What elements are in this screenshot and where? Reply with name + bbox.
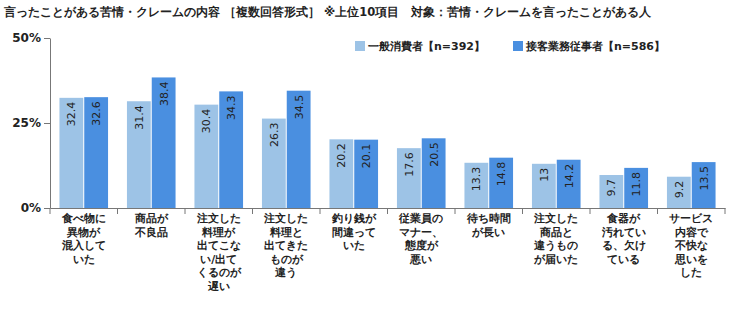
title: 言ったことがある苦情・クレームの内容 ［複数回答形式］ ※上位10項目 対象：苦… (3, 5, 652, 19)
x-tick-label: 食べ物に異物が混入していた (61, 212, 106, 266)
x-axis: 食べ物に異物が混入していた 商品が不良品注文した料理が出てこない/出てくるのが遅い… (51, 209, 726, 293)
data-label: 14.2 (563, 164, 576, 189)
legend: 一般消費者【n=392】 接客業務従事者【n=586】 (355, 40, 665, 53)
legend-label: 一般消費者【n=392】 (368, 40, 485, 53)
separator (522, 208, 523, 214)
x-tick-label: 待ち時間が長い (466, 212, 511, 239)
data-label: 26.3 (268, 123, 281, 148)
x-tick: 注文した料理が出てこない/出てくるのが遅い (196, 212, 242, 293)
data-label: 13.5 (698, 166, 711, 191)
x-tick: 商品が不良品 (134, 212, 169, 239)
y-axis-line (50, 39, 51, 209)
x-tick-label: 釣り銭が間違っていた (331, 212, 377, 252)
legend-label: 接客業務従事者【n=586】 (525, 40, 665, 53)
bar (557, 160, 581, 208)
plot: 32.4 31.4 30.4 26.3 20.2 17.6 13.3 13 9.7 9.2 32.6… (12, 31, 725, 292)
x-tick-label: 商品が不良品 (134, 212, 169, 239)
bar (127, 101, 151, 208)
y-tick-mark (44, 38, 50, 39)
y-tick: 25% (12, 116, 50, 130)
data-label: 34.3 (225, 95, 238, 120)
x-tick-label: 従業員のマナー、態度が悪い (398, 212, 443, 266)
data-label: 32.4 (65, 102, 78, 127)
bar (262, 119, 286, 208)
bar (692, 162, 716, 208)
bar (59, 98, 83, 208)
x-tick-label: 食器が汚れている、欠けている (601, 212, 646, 266)
x-tick: 待ち時間が長い (466, 212, 511, 239)
data-label: 13 (538, 168, 551, 182)
chart: 言ったことがある苦情・クレームの内容 ［複数回答形式］ ※上位10項目 対象：苦… (0, 0, 733, 331)
data-label: 20.1 (360, 144, 373, 169)
legend-item: 一般消費者【n=392】 (355, 40, 485, 53)
separator (117, 208, 118, 214)
legend-swatch (513, 41, 523, 51)
x-tick: 注文した商品と違うものが届いた (533, 212, 578, 266)
y-axis: 0% 25% 50% (12, 31, 50, 215)
x-tick-label: 注文した料理が出てこない/出てくるのが遅い (196, 212, 242, 293)
bar (422, 138, 446, 208)
category-separators (50, 208, 725, 214)
bar (152, 77, 176, 208)
bar (219, 91, 243, 208)
y-tick-label: 0% (21, 201, 41, 215)
bar (624, 168, 648, 208)
separator (590, 208, 591, 214)
bar (194, 105, 218, 208)
y-tick-label: 25% (12, 116, 41, 130)
bar (354, 140, 378, 208)
separator (455, 208, 456, 214)
data-label: 17.6 (403, 152, 416, 177)
data-label: 30.4 (200, 109, 213, 134)
x-tick-label: サービス内容で不快な思いをした (669, 212, 713, 279)
x-tick: 食べ物に異物が混入していた (61, 212, 106, 266)
data-label: 34.5 (293, 95, 306, 120)
bar (532, 164, 556, 208)
bar (397, 148, 421, 208)
bar (667, 177, 691, 208)
separator (387, 208, 388, 214)
data-label: 20.2 (335, 143, 348, 168)
bar (489, 158, 513, 208)
legend-swatch (355, 41, 365, 51)
separator (657, 208, 658, 214)
data-labels: 32.4 31.4 30.4 26.3 20.2 17.6 13.3 13 9.7 9.2 32.6… (65, 81, 710, 198)
y-tick-mark (44, 123, 50, 124)
x-tick: 従業員のマナー、態度が悪い (398, 212, 443, 266)
data-label: 31.4 (133, 105, 146, 129)
separator (725, 208, 726, 214)
data-label: 13.3 (470, 167, 483, 192)
data-label: 9.7 (605, 179, 618, 197)
x-tick: 注文した料理と出てきたものが違う (263, 212, 308, 279)
x-tick-label: 注文した商品と違うものが届いた (533, 212, 578, 266)
x-tick: 釣り銭が間違っていた (331, 212, 377, 252)
bars (59, 77, 715, 208)
separator (185, 208, 186, 214)
legend-item: 接客業務従事者【n=586】 (513, 40, 665, 53)
y-tick: 0% (21, 201, 50, 215)
data-label: 38.4 (158, 81, 171, 106)
bar (287, 91, 311, 208)
x-tick-label: 注文した料理と出てきたものが違う (263, 212, 308, 279)
data-label: 14.8 (495, 162, 508, 187)
bar (599, 175, 623, 208)
separator (50, 208, 51, 214)
data-label: 20.5 (428, 142, 441, 167)
separator (320, 208, 321, 214)
data-label: 9.2 (673, 181, 686, 199)
y-tick: 50% (12, 31, 50, 45)
bar (329, 139, 353, 208)
y-tick-mark (44, 208, 50, 209)
separator (252, 208, 253, 214)
bar (84, 97, 108, 208)
bar (464, 163, 488, 208)
x-tick: 食器が汚れている、欠けている (601, 212, 646, 266)
x-tick: サービス内容で不快な思いをした (669, 212, 713, 279)
data-label: 11.8 (630, 172, 643, 197)
y-tick-label: 50% (12, 31, 41, 45)
data-label: 32.6 (90, 101, 103, 126)
